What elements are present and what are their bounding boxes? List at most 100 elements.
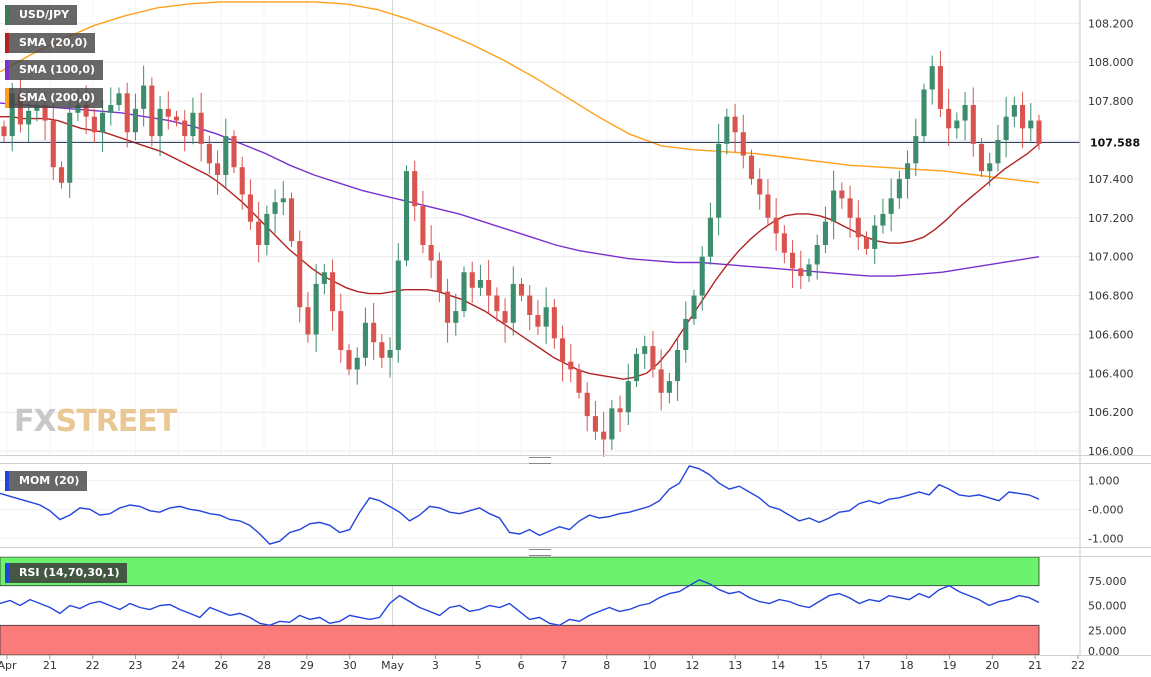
candle-bullish (9, 93, 15, 137)
candle-bullish (141, 85, 147, 109)
candle-bearish (855, 217, 861, 238)
time-tick-label: 6 (518, 659, 525, 672)
candle-bearish (91, 116, 97, 133)
time-tick-label: 21 (43, 659, 57, 672)
fxstreet-logo: FXSTREET (14, 404, 178, 439)
candle-bullish (625, 381, 631, 413)
rsi-tick-label: 50.000 (1088, 600, 1127, 613)
mom-label[interactable]: MOM (20) (5, 471, 88, 491)
price-tag-text: 107.588 (1090, 136, 1140, 149)
candle-bearish (946, 108, 952, 129)
price-tick-label: 107.200 (1088, 212, 1134, 225)
candle-bullish (272, 202, 278, 214)
price-tag-box (1080, 132, 1151, 152)
candle-bearish (330, 272, 336, 312)
time-tick-label: 17 (857, 659, 871, 672)
candle-bullish (691, 295, 697, 319)
sma20-label[interactable]: SMA (20,0) (5, 33, 96, 53)
candle-bullish (609, 408, 615, 440)
candle-bullish (995, 140, 1001, 164)
sma100-label[interactable]: SMA (100,0) (5, 60, 104, 80)
candle-bullish (280, 198, 286, 203)
time-tick-label: 22 (86, 659, 100, 672)
candle-bullish (1011, 105, 1017, 117)
panel-resize-handle[interactable] (529, 549, 551, 556)
candle-bullish (954, 120, 960, 129)
candle-bullish (223, 136, 229, 175)
sma20-line (0, 115, 1040, 380)
candle-bullish (100, 112, 106, 133)
candle-bearish (379, 342, 385, 358)
price-tick-label: 108.000 (1088, 56, 1134, 69)
candle-bullish (132, 108, 138, 133)
candle-bullish (264, 213, 270, 245)
candle-bearish (346, 350, 352, 370)
candle-bearish (445, 291, 451, 323)
candle-bearish (765, 194, 771, 218)
candle-bearish (420, 206, 426, 245)
candle-bullish (477, 280, 483, 288)
candle-bearish (1036, 120, 1042, 144)
candle-bullish (313, 283, 319, 335)
candle-bearish (149, 85, 155, 137)
candle-bullish (403, 171, 410, 261)
candle-bearish (124, 93, 130, 133)
candle-bullish (354, 357, 360, 370)
indicator-layer (0, 465, 1040, 627)
candle-bullish (321, 272, 327, 284)
candle-bullish (872, 225, 878, 249)
candle-bearish (231, 136, 237, 168)
candle-bullish (666, 381, 672, 393)
candle-bearish (297, 241, 303, 308)
candle-bullish (157, 108, 163, 137)
candle-bullish (461, 272, 467, 312)
candle-bearish (239, 167, 245, 195)
time-tick-label: 5 (475, 659, 482, 672)
time-tick-label: 3 (432, 659, 439, 672)
time-tick-label: 15 (814, 659, 828, 672)
logo-street: STREET (55, 404, 178, 439)
rsi-label[interactable]: RSI (14,70,30,1) (5, 563, 128, 583)
candle-bearish (617, 408, 623, 413)
candle-bearish (527, 295, 533, 315)
sma200-label[interactable]: SMA (200,0) (5, 88, 104, 108)
price-tick-label: 106.600 (1088, 328, 1134, 341)
candle-bullish (929, 66, 935, 90)
candle-bearish (428, 245, 434, 261)
candle-bearish (757, 178, 763, 195)
candle-bearish (256, 221, 262, 245)
candle-bearish (215, 163, 221, 175)
candle-bullish (724, 116, 730, 144)
price-tick-label: 106.800 (1088, 290, 1134, 303)
candle-bearish (469, 272, 475, 288)
candle-bearish (863, 237, 870, 249)
candles-layer (1, 50, 1042, 457)
candle-bullish (510, 283, 516, 323)
candle-bullish (814, 245, 820, 265)
overbought-zone (0, 556, 1040, 587)
candle-bearish (247, 194, 253, 222)
time-tick-label: 10 (643, 659, 657, 672)
candle-bearish (592, 416, 598, 432)
candle-bearish (494, 295, 500, 312)
price-tick-label: 108.200 (1088, 17, 1134, 30)
time-tick-label: 24 (171, 659, 185, 672)
candle-bearish (650, 346, 656, 370)
candle-bullish (831, 190, 837, 222)
sma100-line (0, 102, 1040, 277)
candle-bearish (42, 105, 48, 121)
candle-bullish (387, 350, 393, 358)
candle-bullish (683, 318, 689, 350)
candle-bearish (798, 268, 804, 277)
candle-bearish (790, 252, 796, 269)
candle-bearish (58, 167, 65, 183)
panel-resize-handle[interactable] (529, 457, 551, 464)
instrument-label[interactable]: USD/JPY (5, 5, 78, 25)
oversold-zone (0, 624, 1040, 656)
price-tick-label: 106.000 (1088, 445, 1134, 458)
candle-bullish (1003, 116, 1009, 140)
rsi-tick-label: 75.000 (1088, 575, 1127, 588)
candle-bearish (551, 307, 557, 339)
candle-bearish (970, 105, 976, 144)
